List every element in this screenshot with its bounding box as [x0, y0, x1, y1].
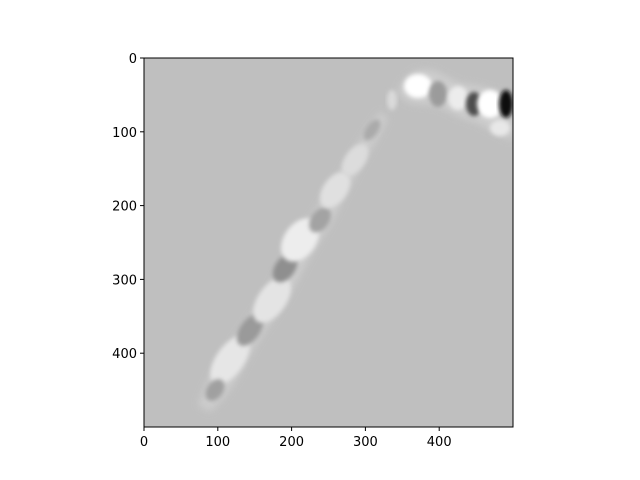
- x-axis: 0 100 200 300 400: [140, 427, 452, 450]
- x-tick-label: 300: [353, 435, 378, 450]
- y-tick-label: 300: [112, 273, 137, 288]
- axes-frame: [143, 57, 514, 428]
- y-tick-label: 100: [112, 126, 137, 141]
- x-tick-label: 100: [205, 435, 230, 450]
- x-tick-label: 200: [279, 435, 304, 450]
- x-tick-label: 400: [427, 435, 452, 450]
- image-background: [144, 58, 513, 427]
- relief-texture: [198, 69, 513, 412]
- x-tick-label: 0: [140, 435, 148, 450]
- y-tick-label: 0: [129, 52, 137, 67]
- y-axis: 0 100 200 300 400: [112, 52, 144, 362]
- y-tick-label: 200: [112, 200, 137, 215]
- y-tick-label: 400: [112, 347, 137, 362]
